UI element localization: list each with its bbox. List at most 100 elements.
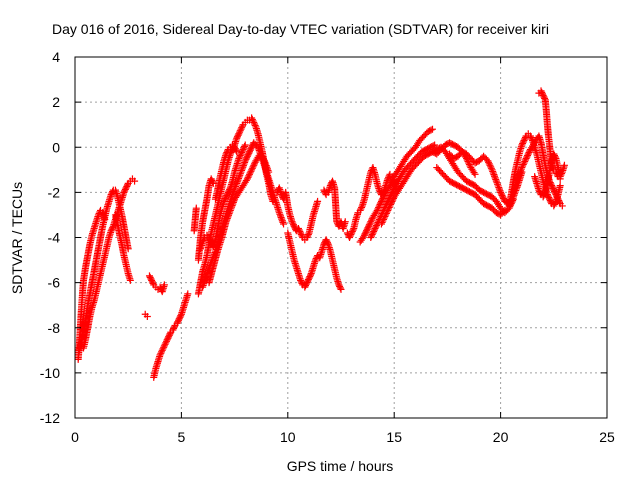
data-point-sat-n [302,280,310,288]
data-point-sat-s [378,218,386,226]
data-point-sat-p [346,232,354,240]
data-point-sat-h [251,121,259,129]
data-point-sat-j [261,158,269,166]
data-point-sat-g [209,178,217,186]
data-point-sat-x [519,161,527,169]
data-point-sat-s [382,211,390,219]
data-point-sat-l [232,146,240,154]
data-point-sat-n [297,276,305,284]
data-point-sat-r [370,226,378,234]
data-point-sat-e [148,278,156,286]
data-point-sat-i [241,158,249,166]
data-point-sat-i [242,155,250,163]
data-point-sat-z [551,152,559,160]
data-point-sat-o [341,218,349,226]
data-point-sat-i [247,145,255,153]
data-point-sat-x [551,189,559,197]
data-point-sat-z [536,188,544,196]
data-point-sat-x [521,156,529,164]
data-point-sat-x [553,192,561,200]
data-point-sat-i [246,146,254,154]
data-point-sat-j [225,210,233,218]
data-point-sat-j [229,198,237,206]
data-point-sat-s [381,212,389,220]
data-point-sat-n [324,239,332,247]
data-point-sat-e [147,275,155,283]
data-point-sat-f [158,346,166,354]
data-point-sat-p [347,230,355,238]
data-point-sat-c [120,188,128,196]
data-point-sat-f [163,336,171,344]
data-point-sat-j [264,166,272,174]
data-point-sat-z [535,186,543,194]
data-point-sat-e [146,273,154,281]
data-point-sat-h [233,134,241,142]
data-point-sat-k [240,144,248,152]
data-point-sat-q [367,218,375,226]
data-point-sat-q [360,231,368,239]
data-point-sat-f [176,313,184,321]
data-point-sat-m [303,234,311,241]
data-point-sat-q [379,194,387,202]
x-tick-label: 15 [386,429,402,445]
data-point-sat-f [161,340,169,348]
data-point-sat-u [484,157,492,165]
data-point-sat-f [165,333,173,341]
x-tick-label: 5 [178,429,186,445]
data-point-sat-y [541,94,549,102]
data-point-sat-r [389,187,397,195]
data-point-sat-f [170,325,178,333]
data-point-sat-s [389,196,397,204]
x-tick-label: 10 [280,429,296,445]
data-point-sat-h [250,120,258,128]
data-point-sat-k [220,197,228,205]
data-point-sat-m [289,221,297,229]
data-point-sat-m [288,218,296,226]
data-point-sat-u [495,185,503,193]
data-point-sat-j [249,163,257,171]
data-point-sat-s [387,199,395,207]
data-point-sat-u [489,167,497,175]
data-point-sat-p [384,175,392,183]
data-point-sat-u [494,182,502,190]
data-point-sat-i [229,189,237,197]
data-point-sat-n [304,276,312,284]
data-point-sat-n [306,271,314,279]
data-point-sat-u [499,193,507,201]
data-point-sat-z [541,190,549,198]
data-point-sat-l [224,147,232,155]
data-point-sat-i [233,178,241,186]
data-point-sat-q [386,182,394,190]
data-point-sat-k [236,152,244,160]
data-point-sat-j [263,165,271,173]
data-point-sat-u [499,194,507,202]
data-point-sat-c [122,184,130,192]
data-point-sat-v [501,206,509,214]
data-point-sat-q [361,230,369,238]
data-point-sat-k [241,142,249,150]
data-point-sat-i [239,163,247,171]
y-tick-label: 0 [52,139,60,155]
data-point-sat-x [551,188,559,196]
data-point-sat-n [301,283,309,291]
data-point-sat-g [207,175,215,183]
data-point-sat-m [294,224,302,232]
data-point-sat-q [368,216,376,224]
data-point-sat-c [121,187,129,195]
data-point-sat-x [524,152,532,160]
data-point-sat-n [297,278,305,286]
data-point-sat-i [277,212,285,220]
data-point-sat-s [465,159,473,167]
data-point-sat-y [538,90,546,98]
data-point-sat-j [226,208,234,216]
data-point-sat-u [494,180,502,188]
data-point-sat-z [560,161,568,169]
data-point-sat-m [297,230,305,238]
data-point-sat-l [233,148,241,156]
data-point-sat-i [243,152,251,160]
data-points [74,87,568,381]
data-point-sat-i [235,173,243,181]
data-point-sat-j [250,161,258,169]
data-point-sat-f [166,330,174,338]
data-point-sat-r [372,223,380,231]
